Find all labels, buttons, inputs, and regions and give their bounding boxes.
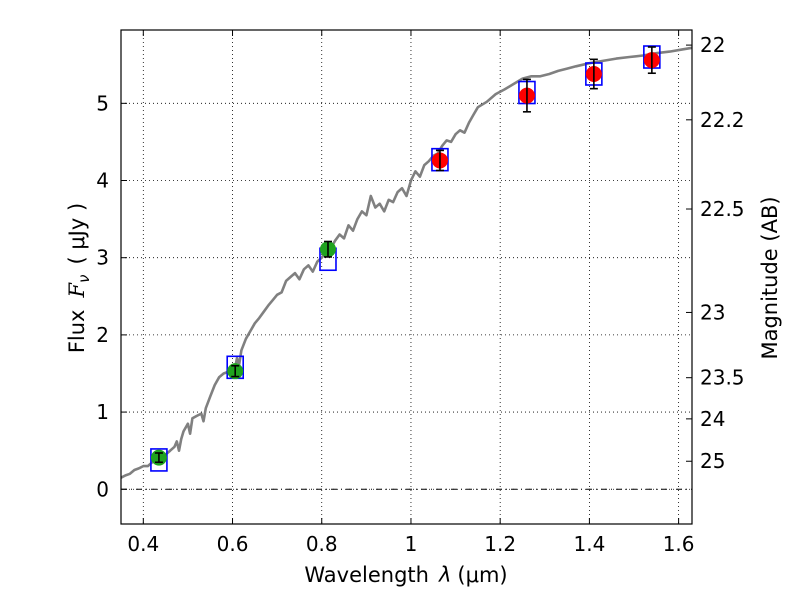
y-tick-label: 4 (96, 169, 109, 193)
magnitude-tick-label: 22.2 (700, 108, 745, 132)
x-tick-label: 1.4 (573, 532, 605, 556)
model-flux-box (150, 448, 168, 472)
x-tick-label: 1 (405, 532, 418, 556)
y-tick-label: 1 (96, 400, 109, 424)
model-spectrum (120, 46, 693, 479)
x-tick-label: 1.2 (484, 532, 516, 556)
y-tick-label: 0 (96, 477, 109, 501)
y-tick-label: 3 (96, 246, 109, 270)
x-tick-label: 0.8 (306, 532, 338, 556)
axis-ticks: 0.4 0.6 0.8 1 1.2 1.4 1.60123452222.222.52323.… (96, 30, 745, 556)
x-tick-label: 0.6 (217, 532, 249, 556)
x-tick-label: 1.6 (663, 532, 695, 556)
magnitude-axis-label: Magnitude (AB) (758, 196, 782, 359)
y-axis-label: FluxFν( μJy ) (65, 203, 93, 353)
x-axis-label: Wavelength λ (μm) (304, 563, 507, 587)
y-tick-label: 5 (96, 91, 109, 115)
grid (121, 30, 692, 524)
magnitude-tick-label: 23 (700, 300, 725, 324)
magnitude-tick-label: 22 (700, 33, 725, 57)
y-tick-label: 2 (96, 323, 109, 347)
plot-frame (120, 29, 693, 525)
magnitude-tick-label: 22.5 (700, 197, 745, 221)
magnitude-tick-label: 25 (700, 449, 725, 473)
photometry-markers (150, 45, 661, 472)
x-tick-label: 0.4 (127, 532, 159, 556)
model-spectrum-line (120, 46, 693, 479)
magnitude-tick-label: 23.5 (700, 366, 745, 390)
magnitude-tick-label: 24 (700, 407, 725, 431)
